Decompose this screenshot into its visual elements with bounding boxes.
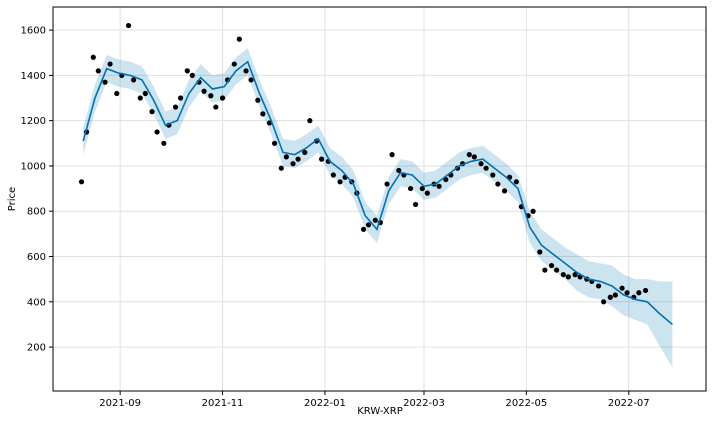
observed-point	[114, 90, 120, 97]
plot	[78, 22, 673, 368]
observed-point	[636, 290, 642, 296]
grid	[53, 7, 706, 391]
y-tick-label: 1200	[21, 116, 46, 127]
observed-point	[407, 185, 414, 192]
x-tick-label: 2021-11	[202, 398, 244, 409]
observed-point	[490, 172, 496, 178]
observed-point	[318, 156, 325, 162]
x-tick-label: 2021-09	[99, 398, 141, 409]
observed-point	[530, 208, 536, 214]
observed-point	[236, 36, 242, 42]
y-tick-label: 600	[27, 252, 46, 263]
observed-point	[542, 267, 548, 273]
observed-point	[95, 68, 101, 74]
y-tick-label: 400	[27, 297, 46, 308]
observed-point	[537, 249, 543, 255]
observed-point	[612, 292, 618, 298]
y-tick-label: 1600	[21, 26, 46, 37]
observed-point	[337, 179, 343, 185]
observed-point	[201, 88, 207, 94]
observed-point	[601, 299, 607, 305]
observed-point	[330, 172, 336, 178]
observed-point	[478, 161, 484, 167]
observed-point	[560, 272, 566, 278]
observed-point	[466, 152, 472, 158]
observed-point	[271, 140, 278, 146]
observed-point	[260, 111, 266, 117]
observed-point	[107, 61, 113, 67]
observed-point	[365, 222, 372, 228]
observed-point	[125, 22, 132, 29]
observed-point	[248, 77, 254, 83]
observed-point	[184, 68, 190, 74]
observed-point	[595, 283, 602, 289]
observed-point	[231, 61, 237, 67]
observed-point	[607, 294, 613, 300]
observed-point	[619, 285, 625, 291]
observed-point	[142, 90, 148, 97]
observed-point	[642, 287, 649, 294]
x-axis-label: KRW-XRP	[357, 406, 403, 417]
observed-point	[389, 152, 395, 158]
observed-point	[283, 154, 289, 160]
axes: 200 400 600 800 1000 1200 1400 1600 2021-09 2021-…	[21, 26, 650, 409]
observed-point	[302, 149, 308, 155]
observed-point	[219, 95, 226, 101]
observed-point	[102, 79, 108, 85]
plot-frame	[52, 6, 707, 392]
x-tick-label: 2022-07	[608, 398, 650, 409]
observed-point	[177, 95, 184, 101]
observed-point	[255, 97, 261, 103]
observed-point	[149, 109, 155, 115]
observed-point	[290, 161, 296, 167]
x-tick-label: 2022-05	[505, 398, 547, 409]
observed-point	[307, 118, 313, 124]
observed-point	[471, 154, 477, 160]
y-tick-label: 1400	[21, 71, 46, 82]
observed-point	[483, 165, 489, 171]
y-tick-label: 800	[27, 207, 46, 218]
x-tick-label: 2022-03	[403, 398, 445, 409]
observed-point	[372, 217, 378, 223]
observed-point	[243, 68, 249, 74]
observed-point	[172, 104, 179, 110]
observed-point	[572, 272, 578, 278]
observed-point	[278, 165, 284, 171]
observed-point	[513, 179, 519, 185]
y-axis-label: Price	[7, 187, 18, 211]
observed-point	[565, 274, 571, 280]
observed-point	[90, 54, 96, 60]
observed-point	[213, 104, 219, 110]
observed-point	[501, 188, 508, 194]
observed-point	[130, 77, 137, 83]
observed-point	[412, 201, 419, 208]
observed-point	[396, 167, 402, 174]
observed-point	[419, 185, 425, 192]
observed-point	[78, 179, 85, 185]
observed-point	[424, 190, 430, 196]
observed-point	[624, 290, 630, 296]
observed-point	[360, 226, 367, 232]
observed-point	[161, 140, 167, 146]
observed-point	[436, 183, 442, 189]
y-tick-label: 1000	[21, 161, 46, 172]
x-tick-label: 2022-01	[304, 398, 346, 409]
observed-point	[384, 181, 390, 187]
observed-point	[189, 72, 195, 78]
observed-point	[295, 156, 301, 162]
observed-point	[208, 93, 214, 99]
observed-point	[495, 181, 501, 187]
observed-point	[137, 95, 143, 101]
observed-point	[154, 129, 160, 135]
forecast-line	[82, 60, 673, 326]
observed-point	[553, 267, 560, 273]
y-tick-label: 200	[27, 343, 46, 354]
observed-point	[548, 262, 555, 269]
